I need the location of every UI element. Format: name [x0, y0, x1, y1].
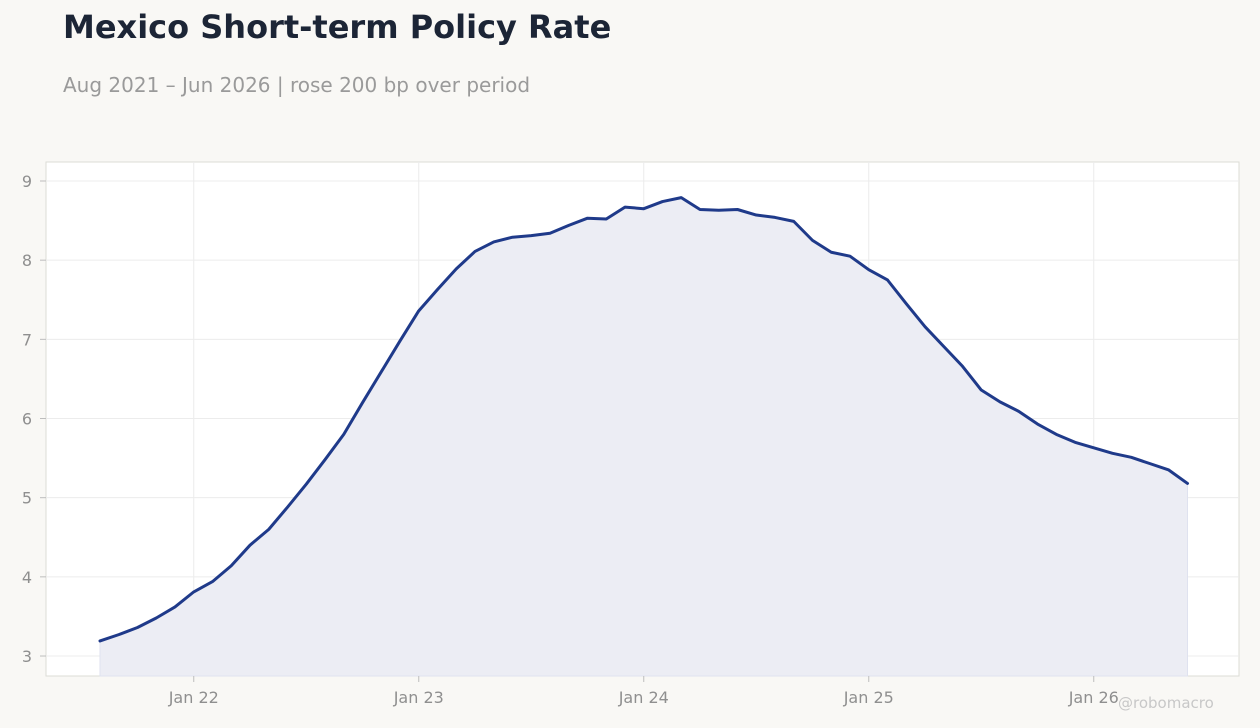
y-tick-label: 4	[22, 568, 32, 587]
x-tick-label: Jan 25	[843, 688, 894, 707]
x-tick-label: Jan 22	[168, 688, 219, 707]
y-tick-label: 3	[22, 647, 32, 666]
y-tick-label: 6	[22, 410, 32, 429]
chart-subtitle: Aug 2021 – Jun 2026 | rose 200 bp over p…	[63, 73, 531, 97]
chart-title: Mexico Short-term Policy Rate	[63, 8, 612, 46]
x-tick-label: Jan 23	[393, 688, 444, 707]
y-tick-label: 5	[22, 489, 32, 508]
series-line	[98, 196, 1189, 643]
x-tick-label: Jan 26	[1068, 688, 1119, 707]
x-tick-label: Jan 24	[618, 688, 669, 707]
y-tick-label: 9	[22, 172, 32, 191]
y-axis: 3 4 5 6 7 8 9	[22, 172, 46, 666]
watermark: @robomacro	[1118, 694, 1214, 712]
x-axis: Jan 22 Jan 23 Jan 24 Jan 25 Jan 26	[168, 676, 1119, 707]
y-tick-label: 7	[22, 330, 32, 349]
y-tick-label: 8	[22, 251, 32, 270]
